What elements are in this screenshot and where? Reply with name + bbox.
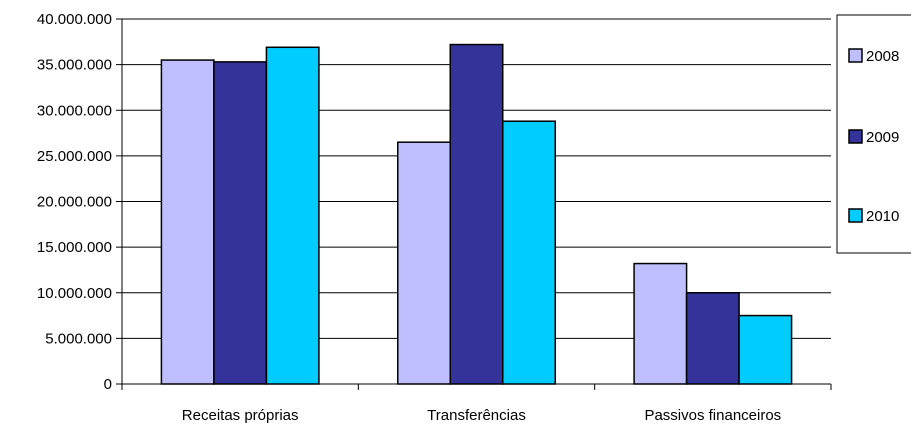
legend-label: 2008	[866, 48, 899, 65]
bar-2008	[633, 262, 688, 385]
y-tick-label: 25.000.000	[37, 148, 112, 165]
axes	[116, 18, 832, 390]
legend-label: 2009	[866, 129, 899, 146]
bar-2010	[502, 120, 556, 385]
y-tick-label: 5.000.000	[45, 330, 112, 347]
x-category-label: Passivos financeiros	[644, 407, 781, 424]
y-tick-label: 10.000.000	[37, 285, 112, 302]
y-tick-label: 15.000.000	[37, 239, 112, 256]
bar-2009	[685, 292, 740, 385]
legend-swatch-2009	[848, 129, 863, 144]
bar-2010	[738, 314, 793, 385]
x-category-label: Transferências	[427, 407, 526, 424]
legend-label: 2010	[866, 208, 899, 225]
y-tick-label: 30.000.000	[37, 102, 112, 119]
y-tick-label: 35.000.000	[37, 57, 112, 74]
legend-swatch-2010	[848, 208, 863, 223]
bar-2009	[449, 43, 504, 385]
y-tick-label: 40.000.000	[37, 11, 112, 28]
x-category-labels: Receitas próprias Transferências Passivos …	[182, 407, 781, 424]
bar-2008	[160, 59, 215, 385]
bar-2009	[213, 61, 268, 385]
bar-2008	[397, 141, 451, 385]
x-category-label: Receitas próprias	[182, 407, 299, 424]
legend-swatch-2008	[848, 48, 863, 63]
bars	[160, 43, 793, 385]
y-tick-label: 20.000.000	[37, 194, 112, 211]
bar-2010	[265, 46, 320, 385]
y-tick-labels: 0 5.000.000 10.000.000 15.000.000 20.000.000…	[37, 11, 112, 393]
y-tick-label: 0	[104, 376, 112, 393]
legend: 2008 2009 2010	[836, 14, 911, 254]
